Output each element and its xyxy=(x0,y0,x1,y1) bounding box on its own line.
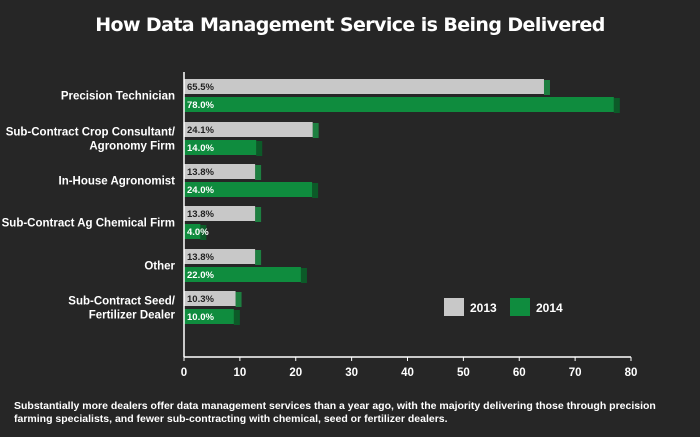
bar-shadow-2014-3 xyxy=(200,225,207,240)
data-label-2014-0: 78.0% xyxy=(187,100,214,111)
chart-footnote: Substantially more dealers offer data ma… xyxy=(14,400,656,425)
x-tick-label-60: 60 xyxy=(513,367,526,379)
category-label-5-0: Sub-Contract Seed/ xyxy=(68,296,176,308)
data-label-2014-2: 24.0% xyxy=(187,185,214,196)
x-tick-label-10: 10 xyxy=(233,367,246,379)
legend-swatch-2014 xyxy=(510,298,530,316)
category-label-3-0: Sub-Contract Ag Chemical Firm xyxy=(2,218,175,230)
bar-shadow-2013-5 xyxy=(235,292,242,307)
legend-label-2014: 2014 xyxy=(536,301,563,315)
category-label-1-0: Sub-Contract Crop Consultant/ xyxy=(6,127,176,139)
data-label-2014-3: 4.0% xyxy=(187,227,209,238)
category-label-0-0: Precision Technician xyxy=(61,91,175,103)
data-label-2013-5: 10.3% xyxy=(187,294,214,305)
bar-shadow-2013-3 xyxy=(255,207,262,222)
data-label-2013-0: 65.5% xyxy=(187,82,214,93)
bar-2014-5 xyxy=(184,309,234,324)
bar-shadow-2014-2 xyxy=(312,183,319,198)
bar-2013-5 xyxy=(184,291,236,306)
bar-shadow-2013-0 xyxy=(543,80,550,95)
bar-shadow-2014-4 xyxy=(300,268,307,283)
legend-swatch-2013 xyxy=(444,298,464,316)
category-label-1-1: Agronomy Firm xyxy=(89,141,175,153)
bar-2014-4 xyxy=(184,267,301,282)
category-label-2-0: In-House Agronomist xyxy=(59,176,176,188)
bar-2013-0 xyxy=(184,79,544,94)
category-label-5-1: Fertilizer Dealer xyxy=(89,310,176,322)
bar-shadow-2014-1 xyxy=(256,141,263,156)
bar-shadow-2013-2 xyxy=(255,165,262,180)
bar-shadow-2014-0 xyxy=(613,98,620,113)
bar-2013-4 xyxy=(184,249,256,264)
bar-shadow-2013-4 xyxy=(255,250,262,265)
bar-2014-1 xyxy=(184,140,257,155)
data-label-2013-4: 13.8% xyxy=(187,252,214,263)
x-tick-label-30: 30 xyxy=(345,367,358,379)
bar-shadow-2014-5 xyxy=(233,310,240,325)
bar-2013-3 xyxy=(184,206,256,221)
chart-title: How Data Management Service is Being Del… xyxy=(95,14,605,36)
data-label-2013-1: 24.1% xyxy=(187,125,214,136)
x-tick-label-20: 20 xyxy=(289,367,302,379)
x-tick-label-80: 80 xyxy=(625,367,638,379)
x-tick-label-70: 70 xyxy=(569,367,582,379)
bar-2013-1 xyxy=(184,122,313,137)
x-tick-label-50: 50 xyxy=(457,367,470,379)
bar-2014-2 xyxy=(184,182,313,197)
bar-2014-0 xyxy=(184,97,614,112)
bar-shadow-2013-1 xyxy=(312,123,319,138)
x-tick-label-0: 0 xyxy=(181,367,187,379)
bar-2013-2 xyxy=(184,164,256,179)
data-label-2014-1: 14.0% xyxy=(187,143,214,154)
data-label-2014-5: 10.0% xyxy=(187,312,214,323)
bar-2014-3 xyxy=(184,224,201,239)
data-label-2013-2: 13.8% xyxy=(187,167,214,178)
category-label-4-0: Other xyxy=(144,261,175,273)
legend-label-2013: 2013 xyxy=(470,301,497,315)
data-label-2013-3: 13.8% xyxy=(187,209,214,220)
data-label-2014-4: 22.0% xyxy=(187,270,214,281)
x-tick-label-40: 40 xyxy=(401,367,414,379)
